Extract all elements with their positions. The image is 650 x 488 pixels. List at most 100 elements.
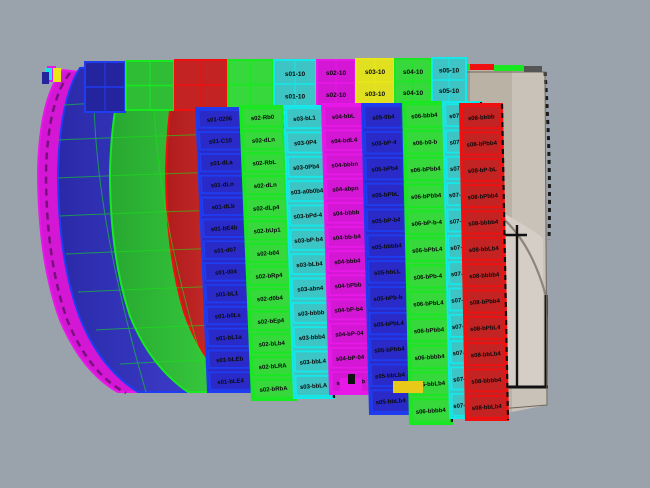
panel-cell[interactable]: s02-bRp4 <box>247 265 291 286</box>
panel-cell[interactable]: s04-abpn <box>325 177 366 200</box>
panel-cell[interactable]: s02-Rb0 <box>241 107 284 128</box>
panel-cell[interactable]: s03-bbL4 <box>293 350 332 373</box>
panel-cell[interactable]: s08-bPbb4 <box>461 131 502 156</box>
panel-cell[interactable]: s04-bPbb <box>327 274 369 297</box>
panel-cell[interactable]: s08-bP-bL <box>462 157 503 182</box>
panel-cell[interactable]: s03-bbLA <box>294 374 333 397</box>
panel-cell[interactable]: s08-bPbb4 <box>464 289 505 314</box>
panel-cell[interactable]: s01-0206 <box>197 109 242 129</box>
panel-cell[interactable]: s08-bbLb4 <box>466 394 507 419</box>
panel-cell[interactable]: s05-bPbL4 <box>368 311 409 336</box>
top-cap-cell[interactable]: s04-10 s04-10 <box>394 58 432 105</box>
panel-cell[interactable]: s03-bbb4 <box>292 326 332 349</box>
panel-cell[interactable]: s01-bLE4 <box>208 371 253 391</box>
panel-cell[interactable]: s03-0Pb4 <box>286 155 326 178</box>
panel-cell[interactable]: s02-bEp4 <box>249 310 292 331</box>
top-cap-cell[interactable]: s01-10 s01-10 <box>273 59 317 109</box>
panel-cell[interactable]: s01-b0Ls <box>205 305 250 326</box>
panel-cell[interactable]: s02-dLn <box>244 175 287 196</box>
panel-cell[interactable]: s05-0b4 <box>363 105 404 129</box>
panel-cell-face[interactable] <box>461 131 502 156</box>
panel-cell[interactable]: s06-bbb4 <box>404 103 445 128</box>
panel-cell[interactable]: s04-bdL4 <box>323 129 365 152</box>
panel-cell[interactable]: s03-bbbb <box>291 301 331 324</box>
panel-cell-face[interactable] <box>246 242 290 264</box>
panel-cell-face[interactable] <box>245 220 289 241</box>
panel-cell[interactable]: s05-bbLL <box>367 260 408 284</box>
top-cap-cell[interactable] <box>125 60 175 111</box>
panel-cell[interactable]: s04-bbL <box>323 105 364 127</box>
panel-cell[interactable]: s01-dLb <box>200 196 246 216</box>
top-cap-cell[interactable]: s03-10 s03-10 <box>355 58 395 106</box>
panel-cell[interactable]: s05-bbLb4 <box>370 389 411 413</box>
panel-cell-face[interactable] <box>466 394 507 419</box>
panel-cell[interactable]: s01-d07 <box>202 240 248 260</box>
panel-cell[interactable]: s08-bbbb <box>461 105 502 130</box>
panel-cell[interactable]: s01-bLEb <box>207 349 252 369</box>
panel-cell[interactable]: s06-b0-b <box>404 130 445 155</box>
panel-cell[interactable]: s01-dLa <box>199 152 244 173</box>
panel-cell[interactable]: s01-004 <box>203 262 249 282</box>
panel-cell[interactable]: s01-dLn <box>200 174 245 195</box>
panel-cell[interactable]: s06-bbbb4 <box>409 344 450 370</box>
panel-cell-face[interactable] <box>242 129 285 150</box>
panel-cell[interactable]: s01-bL1a <box>206 327 251 348</box>
panel-cell[interactable]: s06-bPbL4 <box>408 291 449 316</box>
panel-cell[interactable]: s05-bPbL <box>365 182 406 207</box>
panel-cell-face[interactable] <box>243 152 286 173</box>
panel-cell-face[interactable] <box>464 289 505 314</box>
panel-cell[interactable]: s06-bPbL4 <box>407 237 448 262</box>
panel-cell[interactable]: s08-bbLb4 <box>463 236 504 261</box>
panel-cell[interactable]: s02-RbL <box>243 152 286 173</box>
panel-cell[interactable]: s08-bbbb4 <box>463 210 504 235</box>
top-cap-row[interactable]: s01-10 s01-10 s02-10 s02-10 s03-10 s03-10 s04-… <box>84 57 467 113</box>
panel-cell[interactable]: s01-C10 <box>198 131 243 151</box>
panel-cell-face[interactable] <box>461 105 502 130</box>
panel-cell[interactable]: s06-bPb-4 <box>407 264 448 289</box>
panel-cell[interactable]: s05-bPb-b <box>367 286 409 310</box>
panel-cell[interactable]: s02-bRbA <box>252 378 295 399</box>
top-left-corner-marker[interactable] <box>42 66 61 84</box>
panel-cell[interactable]: s04-bP-04 <box>329 346 371 369</box>
top-cap-cell[interactable]: s02-10 s02-10 <box>316 59 356 107</box>
panel-cell[interactable]: s08-bPbL4 <box>465 315 506 340</box>
top-cap-cell[interactable]: s05-10 s05-10 <box>431 57 467 103</box>
panel-cell-face[interactable] <box>244 175 287 196</box>
panel-cell[interactable]: s06-bPbb4 <box>406 183 447 209</box>
panel-strips[interactable]: s01-0206 s01-C10 s01-dLa s01-dLn s01-dLb s01-… <box>194 101 510 425</box>
panel-cell[interactable]: s02-bLRA <box>251 356 294 377</box>
panel-cell[interactable]: s03-0P4 <box>286 131 325 154</box>
panel-cell[interactable]: s03-bL1 <box>285 107 324 130</box>
panel-cell[interactable]: s06-bPbb4 <box>408 317 449 343</box>
panel-cell[interactable]: s04-bbb4 <box>327 250 368 272</box>
panel-cell[interactable]: s05-bbbb4 <box>366 234 407 258</box>
panel-cell[interactable]: s03-a0b0b4 <box>287 180 327 203</box>
panel-cell-face[interactable] <box>244 197 288 218</box>
panel-cell[interactable]: s08-bbbb4 <box>466 368 507 393</box>
panel-cell-face[interactable] <box>462 157 503 182</box>
panel-cell[interactable]: s04-bbbb <box>325 201 367 224</box>
panel-cell[interactable]: s06-bP-b-4 <box>406 210 447 235</box>
top-cap-cell[interactable] <box>227 59 274 110</box>
panel-cell-face[interactable] <box>294 374 333 397</box>
strip-background[interactable] <box>401 101 454 425</box>
panel-cell[interactable]: s05-bPb4 <box>364 156 405 181</box>
panel-cell-face[interactable] <box>464 263 505 288</box>
panel-cell[interactable]: s05-bP-4 <box>363 131 405 155</box>
strip-green-1[interactable]: s02-Rb0 s02-dLn s02-RbL s02-dLn s02-dLp4 s02-… <box>238 105 298 401</box>
panel-cell[interactable]: s06-bbbb4 <box>410 398 451 423</box>
panel-cell[interactable]: s02-d0b4 <box>248 288 292 309</box>
panel-cell[interactable]: s03-bP-b4 <box>289 228 328 251</box>
panel-cell[interactable]: s01-bE4b <box>201 218 247 238</box>
top-cap-cell[interactable] <box>174 59 228 111</box>
panel-cell-face[interactable] <box>463 210 504 235</box>
panel-cell[interactable]: s03-bLb4 <box>290 253 329 276</box>
panel-cell-face[interactable] <box>465 342 506 367</box>
panel-cell[interactable]: s05-bPbb4 <box>369 337 410 362</box>
panel-cell[interactable]: s02-dLp4 <box>244 197 288 218</box>
panel-cell[interactable]: s04-bP-04 <box>329 322 370 345</box>
top-cap-cell[interactable] <box>84 61 126 113</box>
panel-cell[interactable]: s02-bLb4 <box>250 333 293 354</box>
